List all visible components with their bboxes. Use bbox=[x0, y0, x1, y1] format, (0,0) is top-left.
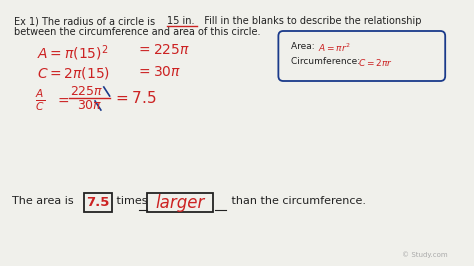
Text: $=$: $=$ bbox=[55, 93, 70, 107]
Text: Fill in the blanks to describe the relationship: Fill in the blanks to describe the relat… bbox=[198, 16, 421, 26]
Text: $30\pi$: $30\pi$ bbox=[77, 99, 102, 112]
Text: $= 225\pi$: $= 225\pi$ bbox=[136, 43, 190, 57]
FancyBboxPatch shape bbox=[84, 193, 111, 212]
Text: © Study.com: © Study.com bbox=[402, 251, 448, 258]
Text: $225\pi$: $225\pi$ bbox=[70, 85, 103, 98]
Text: $A = \pi(15)^2$: $A = \pi(15)^2$ bbox=[37, 43, 109, 63]
Text: 15 in.: 15 in. bbox=[167, 16, 194, 26]
Text: Ex 1) The radius of a circle is: Ex 1) The radius of a circle is bbox=[14, 16, 158, 26]
FancyBboxPatch shape bbox=[278, 31, 445, 81]
Text: $C = 2\pi(15)$: $C = 2\pi(15)$ bbox=[37, 65, 110, 81]
Text: times: times bbox=[113, 196, 152, 206]
Text: 7.5: 7.5 bbox=[86, 196, 109, 209]
Text: $= 7.5$: $= 7.5$ bbox=[113, 90, 157, 106]
Text: than the circumference.: than the circumference. bbox=[228, 196, 366, 206]
Text: Area:: Area: bbox=[291, 42, 318, 51]
Text: $C = 2\pi r$: $C = 2\pi r$ bbox=[358, 57, 392, 68]
Text: $\frac{A}{C}$: $\frac{A}{C}$ bbox=[35, 87, 45, 113]
Text: Circumference:: Circumference: bbox=[291, 57, 363, 66]
Text: larger: larger bbox=[156, 193, 205, 211]
Text: between the circumference and area of this circle.: between the circumference and area of th… bbox=[14, 27, 260, 37]
Text: $= 30\pi$: $= 30\pi$ bbox=[136, 65, 181, 79]
Text: The area is: The area is bbox=[12, 196, 77, 206]
FancyBboxPatch shape bbox=[147, 193, 213, 212]
Text: $A = \pi r^2$: $A = \pi r^2$ bbox=[318, 42, 351, 55]
